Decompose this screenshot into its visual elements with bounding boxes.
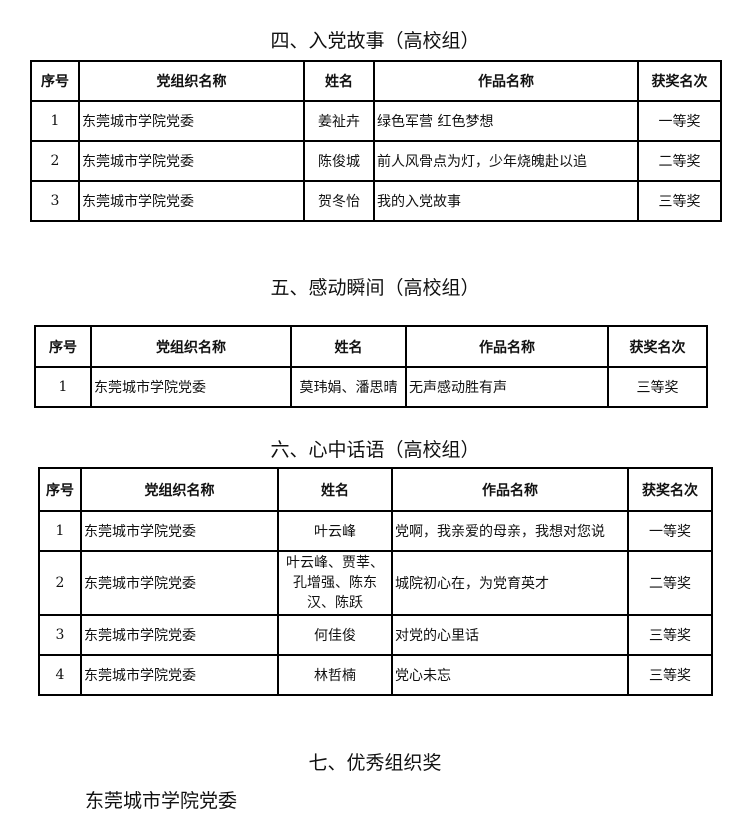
cell-work-title: 前人风骨点为灯，少年烧魄赴以追 — [373, 140, 639, 182]
section-title-5: 五、感动瞬间（高校组） — [270, 277, 480, 299]
cell-work-title: 无声感动胜有声 — [405, 366, 609, 408]
cell-org-name: 东莞城市学院党委 — [80, 510, 279, 552]
table-header-row: 序号 党组织名称 姓名 作品名称 获奖名次 — [34, 325, 708, 368]
cell-person-name: 陈俊城 — [303, 140, 375, 182]
cell-org-name: 东莞城市学院党委 — [78, 140, 305, 182]
cell-award-rank: 三等奖 — [637, 180, 722, 222]
cell-org-name: 东莞城市学院党委 — [78, 100, 305, 142]
table-row: 2 东莞城市学院党委 陈俊城 前人风骨点为灯，少年烧魄赴以追 二等奖 — [30, 140, 722, 182]
cell-org-name: 东莞城市学院党委 — [78, 180, 305, 222]
table-row: 1 东莞城市学院党委 莫玮娟、潘思晴 无声感动胜有声 三等奖 — [34, 366, 708, 408]
cell-person-name: 莫玮娟、潘思晴 — [290, 366, 407, 408]
cell-award-rank: 二等奖 — [627, 550, 713, 616]
cell-org-name: 东莞城市学院党委 — [80, 550, 279, 616]
header-index: 序号 — [38, 467, 82, 512]
cell-person-name: 叶云峰、贾莘、孔增强、陈东汉、陈跃 — [277, 550, 393, 616]
cell-work-title: 党心未忘 — [391, 654, 629, 696]
section-title-7: 七、优秀组织奖 — [308, 752, 442, 774]
cell-work-title: 绿色军营 红色梦想 — [373, 100, 639, 142]
table-header-row: 序号 党组织名称 姓名 作品名称 获奖名次 — [38, 467, 713, 512]
header-work-title: 作品名称 — [373, 60, 639, 102]
table-header-row: 序号 党组织名称 姓名 作品名称 获奖名次 — [30, 60, 722, 102]
table-row: 2 东莞城市学院党委 叶云峰、贾莘、孔增强、陈东汉、陈跃 城院初心在，为党育英才 二等奖 — [38, 550, 713, 616]
header-person-name: 姓名 — [290, 325, 407, 368]
cell-index: 3 — [38, 614, 82, 656]
cell-person-name: 姜祉卉 — [303, 100, 375, 142]
cell-org-name: 东莞城市学院党委 — [90, 366, 292, 408]
header-index: 序号 — [34, 325, 92, 368]
header-person-name: 姓名 — [303, 60, 375, 102]
header-org-name: 党组织名称 — [80, 467, 279, 512]
award-table-stories: 序号 党组织名称 姓名 作品名称 获奖名次 1 东莞城市学院党委 姜祉卉 绿色军营 红色梦想 一等… — [30, 60, 722, 222]
award-table-words: 序号 党组织名称 姓名 作品名称 获奖名次 1 东莞城市学院党委 叶云峰 党啊，我亲爱的母亲，我… — [38, 467, 713, 696]
table-row: 1 东莞城市学院党委 叶云峰 党啊，我亲爱的母亲，我想对您说 一等奖 — [38, 510, 713, 552]
cell-award-rank: 一等奖 — [627, 510, 713, 552]
cell-work-title: 城院初心在，为党育英才 — [391, 550, 629, 616]
header-person-name: 姓名 — [277, 467, 393, 512]
cell-award-rank: 三等奖 — [627, 614, 713, 656]
cell-index: 2 — [38, 550, 82, 616]
cell-person-name: 叶云峰 — [277, 510, 393, 552]
cell-index: 4 — [38, 654, 82, 696]
cell-work-title: 对党的心里话 — [391, 614, 629, 656]
header-index: 序号 — [30, 60, 80, 102]
cell-index: 3 — [30, 180, 80, 222]
table-row: 3 东莞城市学院党委 何佳俊 对党的心里话 三等奖 — [38, 614, 713, 656]
cell-work-title: 我的入党故事 — [373, 180, 639, 222]
cell-work-title: 党啊，我亲爱的母亲，我想对您说 — [391, 510, 629, 552]
header-work-title: 作品名称 — [405, 325, 609, 368]
cell-org-name: 东莞城市学院党委 — [80, 654, 279, 696]
cell-index: 1 — [30, 100, 80, 142]
cell-person-name: 贺冬怡 — [303, 180, 375, 222]
cell-person-name: 何佳俊 — [277, 614, 393, 656]
header-award-rank: 获奖名次 — [627, 467, 713, 512]
cell-index: 1 — [38, 510, 82, 552]
cell-index: 2 — [30, 140, 80, 182]
cell-index: 1 — [34, 366, 92, 408]
cell-org-name: 东莞城市学院党委 — [80, 614, 279, 656]
cell-award-rank: 一等奖 — [637, 100, 722, 142]
section-title-4: 四、入党故事（高校组） — [270, 30, 480, 52]
table-row: 4 东莞城市学院党委 林哲楠 党心未忘 三等奖 — [38, 654, 713, 696]
section-title-6: 六、心中话语（高校组） — [270, 439, 480, 461]
header-award-rank: 获奖名次 — [637, 60, 722, 102]
table-row: 1 东莞城市学院党委 姜祉卉 绿色军营 红色梦想 一等奖 — [30, 100, 722, 142]
header-work-title: 作品名称 — [391, 467, 629, 512]
header-org-name: 党组织名称 — [90, 325, 292, 368]
organization-award-winner: 东莞城市学院党委 — [85, 790, 238, 812]
cell-award-rank: 二等奖 — [637, 140, 722, 182]
header-award-rank: 获奖名次 — [607, 325, 708, 368]
cell-person-name: 林哲楠 — [277, 654, 393, 696]
table-row: 3 东莞城市学院党委 贺冬怡 我的入党故事 三等奖 — [30, 180, 722, 222]
header-org-name: 党组织名称 — [78, 60, 305, 102]
award-table-moments: 序号 党组织名称 姓名 作品名称 获奖名次 1 东莞城市学院党委 莫玮娟、潘思晴 无声感动胜有声… — [34, 325, 708, 408]
cell-award-rank: 三等奖 — [627, 654, 713, 696]
cell-award-rank: 三等奖 — [607, 366, 708, 408]
